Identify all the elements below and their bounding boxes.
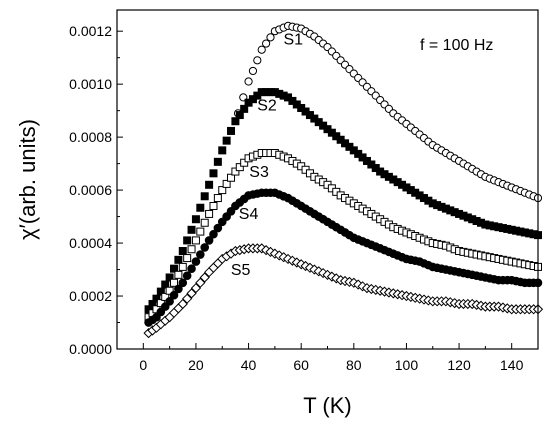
data-point bbox=[205, 209, 214, 218]
data-point bbox=[196, 250, 205, 259]
y-tick-label: 0.0002 bbox=[69, 288, 112, 304]
data-point bbox=[191, 236, 200, 245]
data-point bbox=[248, 66, 258, 76]
data-point bbox=[199, 272, 210, 283]
series-label: S2 bbox=[257, 98, 277, 115]
data-point bbox=[187, 264, 196, 273]
data-point bbox=[156, 287, 165, 296]
data-point bbox=[200, 192, 209, 201]
data-point bbox=[204, 236, 214, 245]
data-point bbox=[218, 186, 227, 195]
y-ticks: 0.0000 0.0002 0.0004 0.0006 0.0008 0.0010 0.00… bbox=[69, 23, 123, 357]
data-point bbox=[222, 179, 231, 188]
data-point bbox=[231, 167, 240, 176]
data-point bbox=[182, 293, 193, 304]
data-point bbox=[266, 33, 275, 42]
y-tick-label: 0.0008 bbox=[69, 129, 112, 145]
data-point bbox=[178, 262, 187, 271]
data-point bbox=[209, 229, 218, 239]
data-point bbox=[227, 173, 236, 182]
x-tick-label: 120 bbox=[447, 357, 471, 373]
data-point bbox=[182, 271, 192, 281]
frequency-annotation: f = 100 Hz bbox=[420, 37, 493, 54]
x-tick-label: 80 bbox=[346, 357, 362, 373]
y-tick-label: 0.0000 bbox=[69, 341, 112, 357]
data-point bbox=[178, 247, 187, 256]
data-point bbox=[196, 227, 205, 236]
data-point bbox=[262, 39, 271, 48]
data-point bbox=[213, 223, 223, 233]
data-point bbox=[244, 77, 253, 86]
data-point bbox=[191, 257, 201, 266]
data-point bbox=[209, 169, 218, 178]
data-point bbox=[187, 245, 196, 254]
data-point bbox=[165, 286, 174, 295]
x-axis-label: T (K) bbox=[303, 393, 351, 418]
data-point bbox=[170, 264, 179, 273]
data-point bbox=[222, 136, 231, 145]
data-point bbox=[174, 284, 183, 294]
data-point bbox=[169, 290, 179, 300]
axes: 0 20 40 60 80 100 120 140 0.00000.00020.00040.0… bbox=[69, 9, 539, 373]
data-point bbox=[183, 236, 192, 245]
data-point bbox=[253, 56, 262, 65]
series-label: S1 bbox=[284, 31, 304, 48]
series-label: S3 bbox=[249, 164, 269, 181]
data-point bbox=[200, 243, 210, 252]
data-point bbox=[165, 273, 174, 282]
x-ticks: 0 20 40 60 80 100 120 140 bbox=[139, 343, 524, 373]
data-point bbox=[190, 282, 202, 294]
y-tick-label: 0.0012 bbox=[69, 23, 112, 39]
data-point bbox=[187, 225, 196, 234]
data-point bbox=[235, 111, 244, 120]
data-point bbox=[177, 298, 188, 310]
data-point bbox=[174, 270, 183, 279]
data-point bbox=[209, 201, 218, 210]
data-point bbox=[161, 292, 170, 301]
data-point bbox=[213, 194, 222, 203]
data-point bbox=[174, 255, 183, 264]
data-point bbox=[186, 288, 197, 299]
data-point bbox=[240, 104, 249, 113]
data-point bbox=[183, 254, 192, 263]
data-point bbox=[152, 294, 161, 303]
y-tick-label: 0.0010 bbox=[69, 76, 112, 92]
x-tick-label: 0 bbox=[139, 357, 147, 373]
x-tick-label: 140 bbox=[500, 357, 524, 373]
data-point bbox=[195, 277, 206, 288]
data-point bbox=[240, 158, 249, 167]
x-tick-label: 60 bbox=[293, 357, 309, 373]
data-point bbox=[205, 180, 214, 189]
x-tick-label: 100 bbox=[395, 357, 419, 373]
x-tick-label: 40 bbox=[241, 357, 257, 373]
data-point bbox=[178, 278, 188, 288]
data-point bbox=[170, 278, 179, 287]
x-tick-label: 20 bbox=[188, 357, 204, 373]
data-point bbox=[231, 117, 240, 126]
data-point bbox=[235, 163, 244, 172]
data-point bbox=[191, 215, 200, 224]
data-point bbox=[218, 146, 227, 155]
data-point bbox=[161, 280, 170, 289]
data-point bbox=[227, 126, 236, 135]
data-markers bbox=[143, 21, 544, 339]
data-point bbox=[200, 218, 209, 227]
series-label: S4 bbox=[239, 206, 259, 223]
data-point bbox=[165, 297, 174, 306]
y-tick-label: 0.0004 bbox=[69, 235, 112, 251]
plot-frame bbox=[116, 9, 539, 350]
series-label: S5 bbox=[231, 262, 251, 279]
y-axis-label: χ′(arb. units) bbox=[15, 119, 40, 240]
data-point bbox=[257, 45, 266, 54]
data-point bbox=[213, 157, 222, 166]
data-point bbox=[196, 203, 205, 212]
series-labels: S1 S2 S3 S4 S5 bbox=[231, 31, 303, 278]
y-tick-label: 0.0006 bbox=[69, 182, 112, 198]
